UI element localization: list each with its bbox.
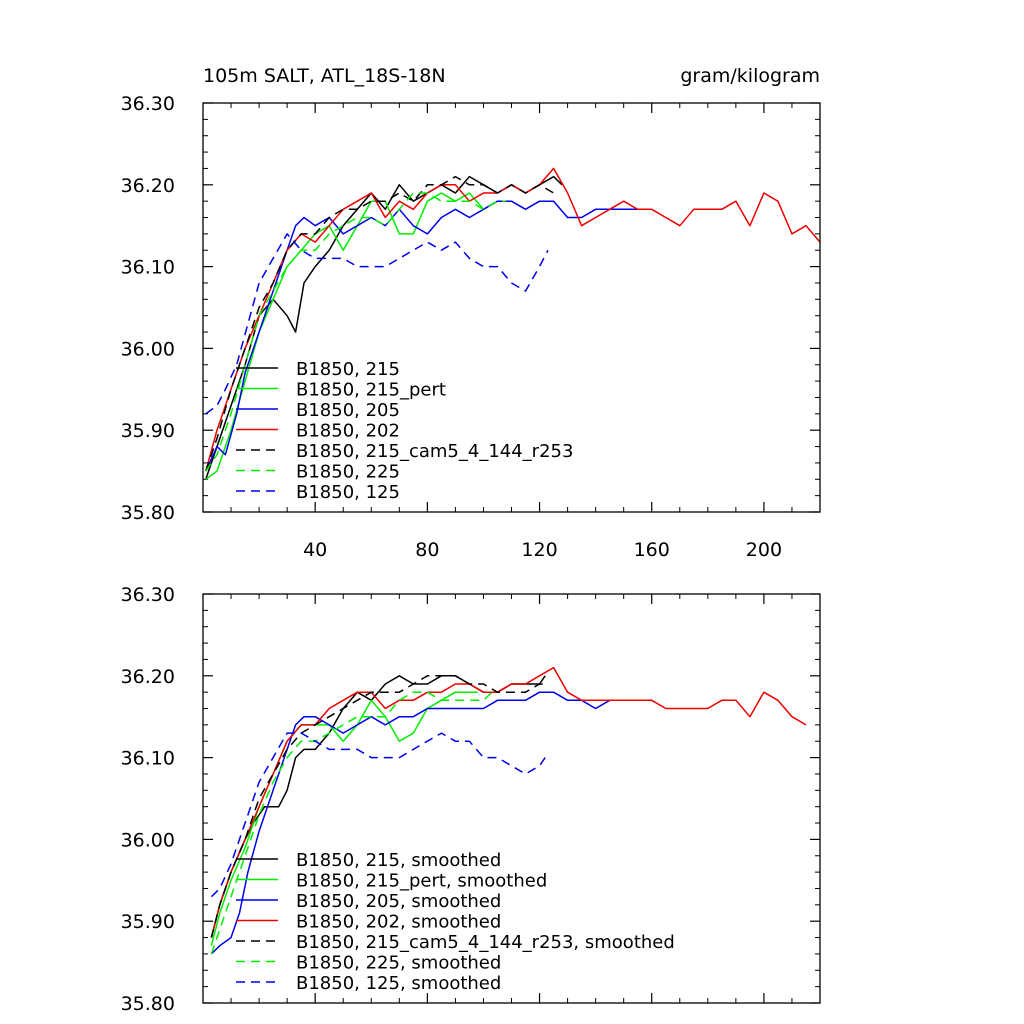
legend-label: B1850, 205, smoothed [296, 891, 501, 912]
chart-title: 105m SALT, ATL_18S-18N [203, 65, 446, 87]
series-line [205, 192, 485, 480]
y-tick-label: 36.20 [121, 175, 175, 197]
series-line [210, 666, 807, 938]
y-tick-label: 35.80 [121, 993, 175, 1015]
x-tick-label: 120 [521, 539, 557, 561]
legend-label: B1850, 225 [296, 462, 400, 483]
y-tick-label: 35.80 [121, 502, 175, 524]
legend-label: B1850, 215_pert, smoothed [296, 871, 547, 892]
series-line [205, 200, 638, 472]
series-line [205, 233, 549, 415]
legend-label: B1850, 125, smoothed [296, 973, 501, 994]
y-tick-label: 36.00 [121, 829, 175, 851]
legend-label: B1850, 202, smoothed [296, 912, 501, 933]
y-tick-label: 36.30 [121, 93, 175, 115]
y-tick-label: 36.30 [121, 584, 175, 606]
legend-label: B1850, 202 [296, 421, 400, 442]
x-tick-label: 80 [415, 539, 439, 561]
y-tick-label: 36.00 [121, 338, 175, 360]
legend-label: B1850, 215_cam5_4_144_r253, smoothed [296, 932, 675, 953]
legend-label: B1850, 215_cam5_4_144_r253 [296, 441, 573, 462]
plot-frame [202, 102, 821, 513]
legend-label: B1850, 215 [296, 359, 400, 380]
series-line [210, 675, 548, 938]
legend-label: B1850, 125 [296, 482, 400, 503]
y-tick-label: 35.90 [121, 911, 175, 933]
legend-label: B1850, 205 [296, 400, 400, 421]
legend-label: B1850, 215_pert [296, 380, 446, 401]
y-tick-label: 36.10 [121, 748, 175, 770]
series-line [205, 175, 554, 472]
legend-label: B1850, 215, smoothed [296, 850, 501, 871]
y-tick-label: 36.10 [121, 257, 175, 279]
x-tick-label: 200 [746, 539, 782, 561]
x-tick-label: 40 [303, 539, 327, 561]
units-label: gram/kilogram [680, 65, 820, 87]
y-tick-label: 35.90 [121, 420, 175, 442]
legend-label: B1850, 225, smoothed [296, 953, 501, 974]
top-panel: 40 80 120 160 200 35.80 35.90 36.00 36.10 36.20 36… [121, 93, 821, 561]
plot-frame [202, 593, 821, 1004]
series-line [210, 732, 546, 898]
x-tick-label: 160 [634, 539, 670, 561]
series-line [210, 691, 478, 946]
series-line [210, 691, 493, 955]
bottom-panel: 35.80 35.90 36.00 36.10 36.20 36.30 B1850, 215… [121, 584, 821, 1015]
series-line [210, 691, 638, 955]
y-tick-label: 36.20 [121, 666, 175, 688]
